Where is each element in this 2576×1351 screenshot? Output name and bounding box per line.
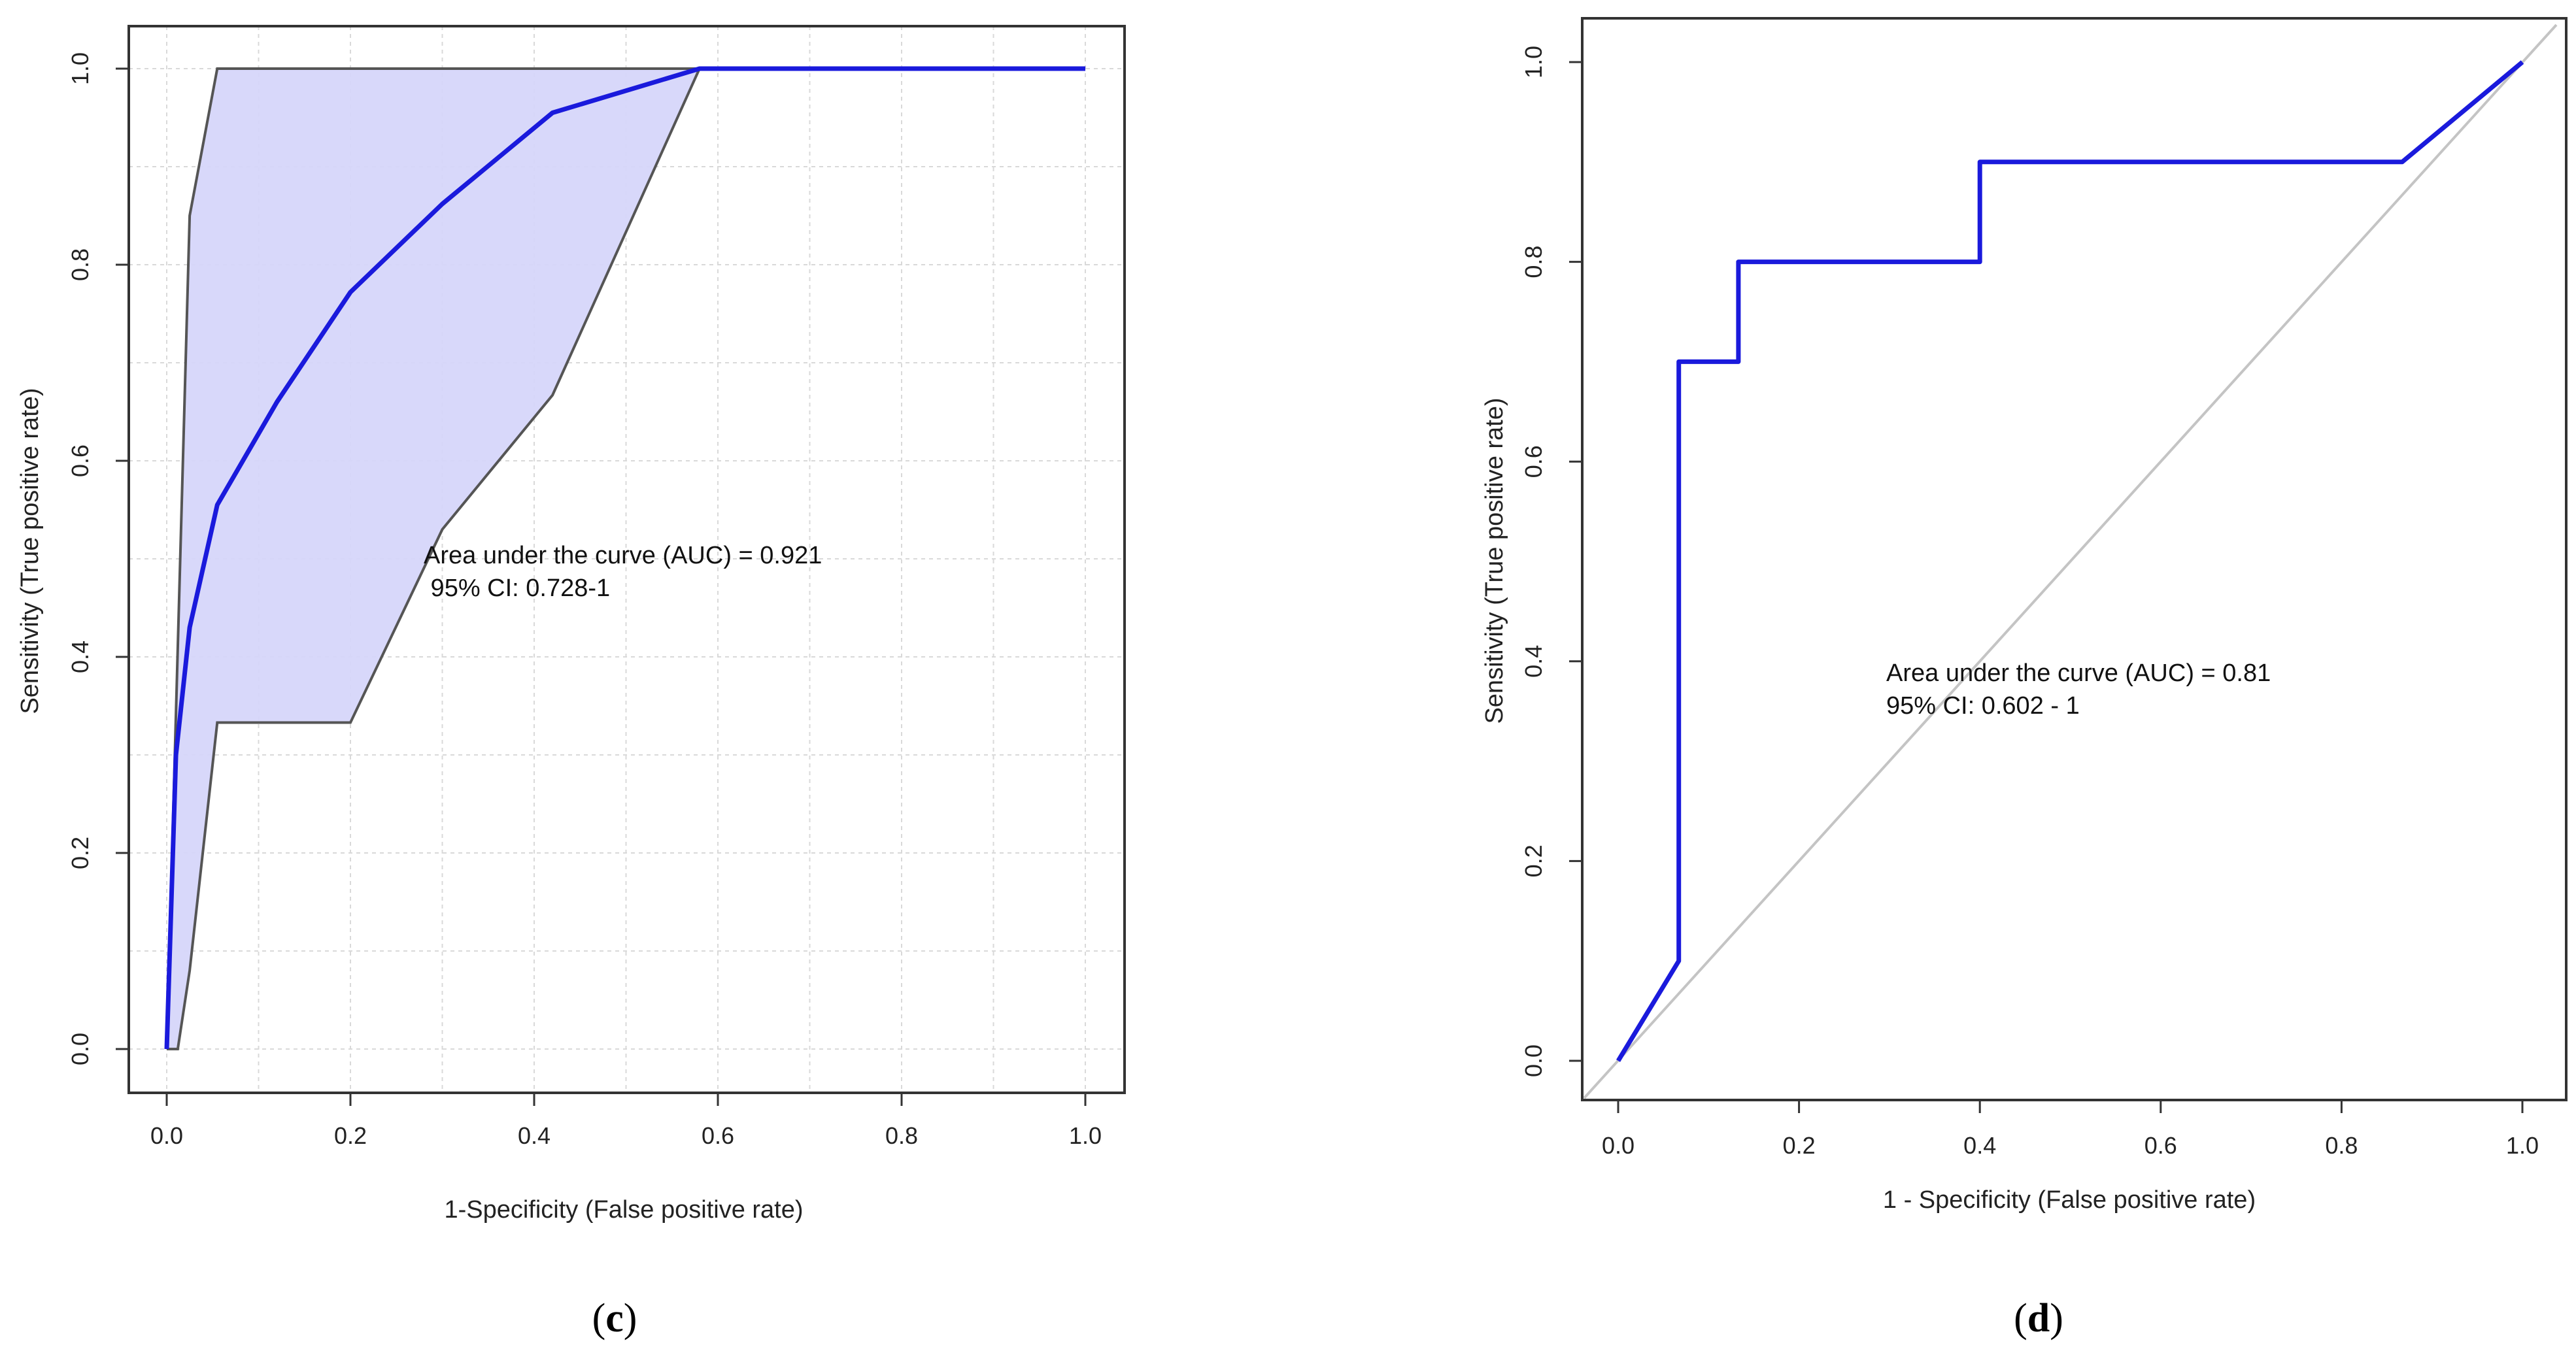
x-tick-label: 0.2 (1783, 1132, 1816, 1159)
roc-chart-c: 0.0 0.2 0.4 0.6 0.8 1.0 0.0 0.2 0.4 0.6 0.8 1.0 Ar… (16, 25, 1126, 1341)
y-tick-label: 0.8 (1520, 246, 1547, 278)
y-axis-ticks: 0.0 0.2 0.4 0.6 0.8 1.0 (67, 52, 129, 1065)
roc-curve (164, 66, 1085, 1050)
x-axis-label: 1 - Specificity (False positive rate) (1883, 1186, 2256, 1214)
y-tick-label: 1.0 (1520, 46, 1547, 78)
y-tick-label: 1.0 (67, 52, 93, 85)
ci-line: 95% CI: 0.728-1 (424, 575, 610, 602)
x-tick-label: 1.0 (2506, 1132, 2539, 1159)
y-tick-label: 0.2 (67, 837, 93, 869)
x-tick-label: 0.6 (702, 1122, 734, 1149)
x-tick-label: 0.2 (334, 1122, 367, 1149)
plot-frame (1581, 17, 2568, 1101)
x-tick-label: 0.6 (2144, 1132, 2177, 1159)
y-axis-label: Sensitivity (True positive rate) (16, 388, 44, 714)
panel-label: (d) (2014, 1296, 2063, 1341)
reference-diagonal (1583, 24, 2558, 1099)
y-tick-label: 0.0 (67, 1033, 93, 1065)
x-tick-label: 0.0 (150, 1122, 183, 1149)
y-tick-label: 0.4 (67, 641, 93, 673)
x-tick-label: 0.4 (518, 1122, 551, 1149)
panel-letter: c (605, 1296, 624, 1341)
ci-lower-line (167, 67, 1085, 1050)
y-axis-label: Sensitivity (True positive rate) (1481, 397, 1508, 724)
x-tick-label: 0.4 (1963, 1132, 1996, 1159)
panel-label: (c) (592, 1296, 637, 1341)
y-tick-label: 0.2 (1520, 844, 1547, 877)
roc-chart-d: 0.0 0.2 0.4 0.6 0.8 1.0 0.0 0.2 0.4 0.6 0.8 1.0 Ar… (1481, 17, 2568, 1341)
ci-line: 95% CI: 0.602 - 1 (1886, 692, 2080, 720)
x-axis-ticks: 0.0 0.2 0.4 0.6 0.8 1.0 (1602, 1100, 2539, 1159)
x-axis-label: 1-Specificity (False positive rate) (444, 1196, 803, 1224)
y-tick-label: 0.0 (1520, 1044, 1547, 1077)
panel-letter: d (2027, 1296, 2050, 1341)
x-tick-label: 0.0 (1602, 1132, 1635, 1159)
y-tick-label: 0.8 (67, 248, 93, 281)
auc-annotation: Area under the curve (AUC) = 0.81 95% CI… (1886, 659, 2278, 720)
y-tick-label: 0.4 (1520, 645, 1547, 678)
x-tick-label: 1.0 (1069, 1122, 1102, 1149)
plot-frame (127, 25, 1126, 1094)
y-tick-label: 0.6 (67, 444, 93, 477)
y-tick-label: 0.6 (1520, 445, 1547, 478)
auc-line: Area under the curve (AUC) = 0.81 (1886, 659, 2271, 687)
roc-curve (1616, 60, 2524, 1062)
x-tick-label: 0.8 (885, 1122, 918, 1149)
ci-band (167, 69, 1085, 1049)
auc-annotation: Area under the curve (AUC) = 0.921 95% C… (424, 542, 829, 602)
y-axis-ticks: 0.0 0.2 0.4 0.6 0.8 1.0 (1520, 46, 1582, 1077)
x-tick-label: 0.8 (2325, 1132, 2358, 1159)
x-axis-ticks: 0.0 0.2 0.4 0.6 0.8 1.0 (150, 1093, 1102, 1149)
auc-line: Area under the curve (AUC) = 0.921 (424, 542, 822, 569)
